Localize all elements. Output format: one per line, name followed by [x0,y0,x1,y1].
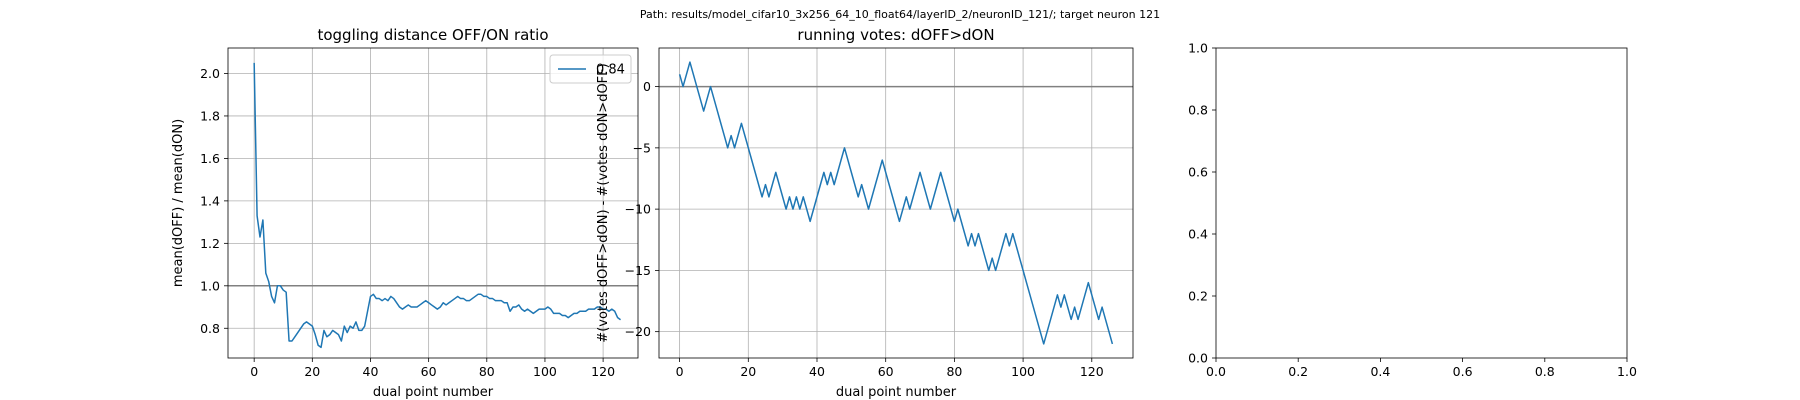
y-axis-label: mean(dOFF) / mean(dON) [171,119,186,287]
x-tick-label: 80 [479,364,495,379]
x-tick-label: 100 [533,364,557,379]
y-tick-label: 1.6 [200,151,220,166]
x-tick-label: 60 [421,364,437,379]
y-tick-label: 0.8 [1188,103,1208,118]
x-tick-label: 100 [1011,364,1035,379]
series-line [253,62,621,349]
axes-frame [658,47,1134,359]
y-tick-label: −10 [625,202,651,217]
chart-title: running votes: dOFF>dON [797,26,994,44]
x-tick-label: 0 [676,364,684,379]
y-tick-label: −15 [625,263,651,278]
y-tick-label: 1.0 [200,278,220,293]
x-tick-label: 0.4 [1370,364,1390,379]
y-axis-label: #(votes dOFF>dON) - #(votes dON>dOFF) [596,63,611,342]
y-tick-label: 0.6 [1188,165,1208,180]
x-tick-label: 20 [304,364,320,379]
x-tick-label: 20 [740,364,756,379]
y-tick-label: 0 [643,79,651,94]
x-tick-label: 0.6 [1453,364,1473,379]
x-tick-label: 40 [363,364,379,379]
series-line [678,61,1114,345]
x-tick-label: 0.0 [1206,364,1226,379]
legend-box [549,54,632,84]
x-tick-label: 120 [591,364,615,379]
x-axis-label: dual point number [373,385,494,400]
y-tick-label: 0.0 [1188,351,1208,366]
y-tick-label: 0.2 [1188,289,1208,304]
empty-chart-panel: 0.0 0.2 0.4 0.6 0.8 1.0 0.0 0.2 0.4 0.6 0.8 1.0 [1188,41,1637,380]
x-tick-label: 0.8 [1535,364,1555,379]
x-axis-label: dual point number [836,385,957,400]
ratio-chart-panel: 0 20 40 60 80 100 120 0.8 1.0 1.2 1.4 1.6 1.8 2.0 togg… [171,26,639,400]
figure-suptitle: Path: results/model_cifar10_3x256_64_10_… [639,8,1161,21]
x-tick-label: 1.0 [1617,364,1637,379]
y-tick-label: 2.0 [200,66,220,81]
y-tick-label: −20 [625,324,651,339]
y-tick-label: −5 [633,140,651,155]
y-tick-label: 0.4 [1188,227,1208,242]
axes-frame [1215,47,1628,359]
y-tick-label: 1.2 [200,236,220,251]
y-tick-label: 1.4 [200,193,220,208]
x-tick-label: 60 [878,364,894,379]
votes-chart-panel: 0 20 40 60 80 100 120 0 −5 −10 −15 −20 running votes… [596,26,1134,400]
x-tick-label: 80 [946,364,962,379]
x-tick-label: 0.2 [1288,364,1308,379]
y-tick-label: 1.8 [200,108,220,123]
x-tick-label: 120 [1080,364,1104,379]
x-tick-label: 40 [809,364,825,379]
axes-frame [227,47,639,359]
legend-entry-label: 0.84 [596,63,625,78]
x-tick-label: 0 [250,364,258,379]
y-tick-label: 1.0 [1188,41,1208,56]
chart-title: toggling distance OFF/ON ratio [317,26,548,44]
y-tick-label: 0.8 [200,321,220,336]
